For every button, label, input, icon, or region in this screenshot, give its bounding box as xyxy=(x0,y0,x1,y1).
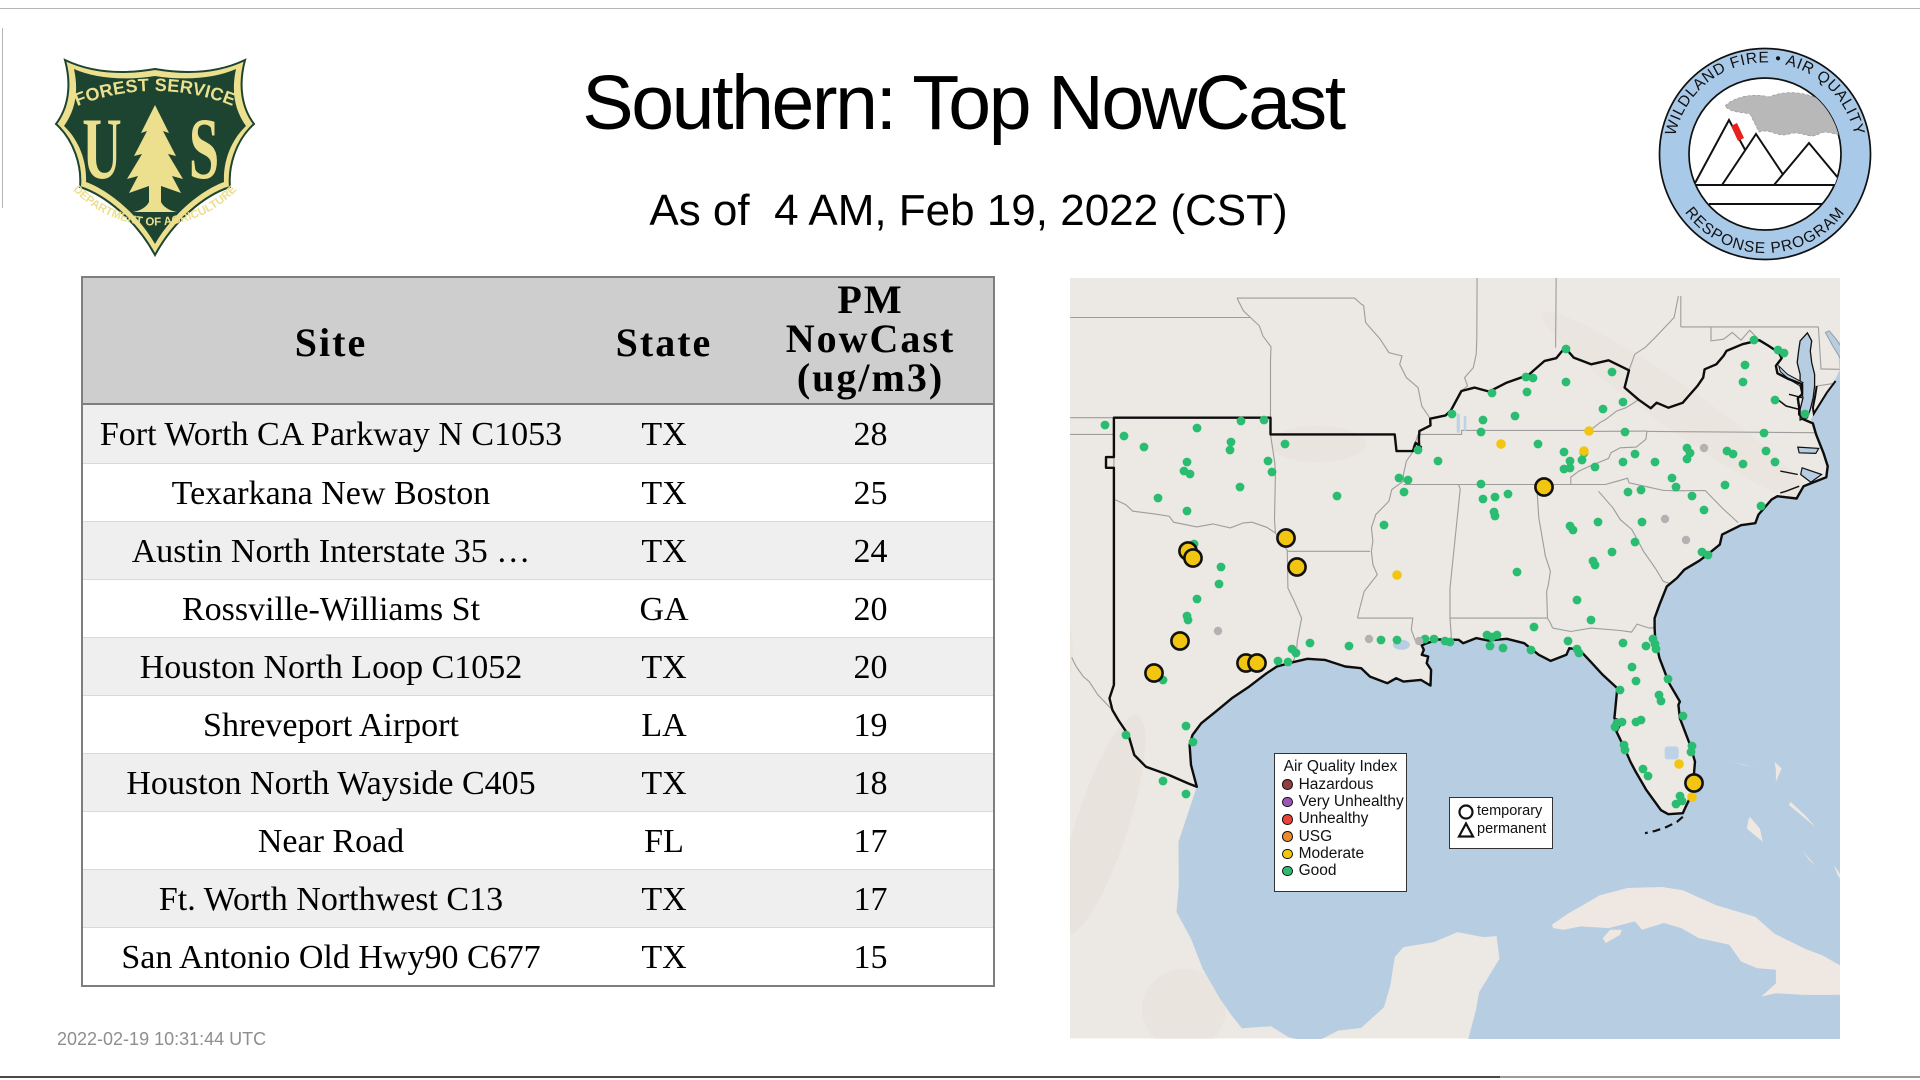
svg-text:S: S xyxy=(189,100,219,197)
svg-text:U: U xyxy=(82,100,121,197)
